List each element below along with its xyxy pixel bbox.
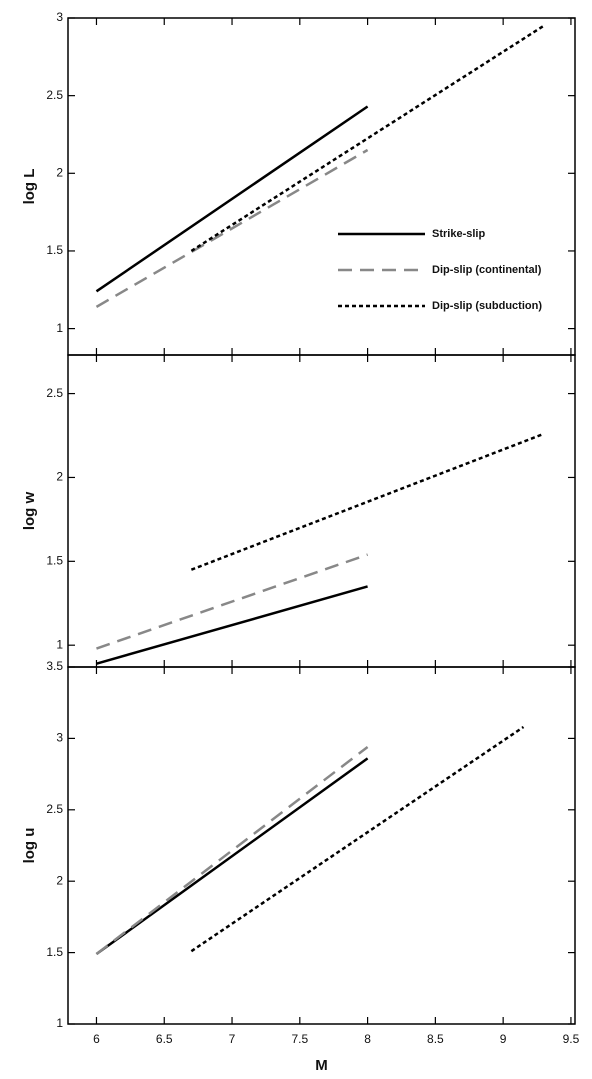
plot-frame bbox=[67, 354, 576, 668]
series-line bbox=[95, 757, 369, 956]
y-tick-label: 2.5 bbox=[46, 386, 63, 400]
series-line bbox=[96, 553, 369, 650]
plot-frame bbox=[67, 666, 576, 1025]
y-tick-label: 2 bbox=[56, 470, 63, 484]
series-line bbox=[96, 585, 368, 665]
y-tick-label: 3 bbox=[56, 10, 63, 24]
x-tick-label: 6 bbox=[93, 1032, 100, 1046]
series-line bbox=[190, 725, 525, 953]
x-axis-label: M bbox=[315, 1057, 328, 1074]
y-tick-label: 2.5 bbox=[46, 88, 63, 102]
legend-label: Dip-slip (continental) bbox=[432, 264, 542, 276]
y-tick-label: 3.5 bbox=[46, 659, 63, 673]
x-tick-label: 9.5 bbox=[563, 1032, 580, 1046]
x-tick-label: 8.5 bbox=[427, 1032, 444, 1046]
y-axis-label: log L bbox=[21, 169, 38, 205]
y-tick-label: 1 bbox=[56, 637, 63, 651]
series-line bbox=[95, 105, 369, 293]
y-tick-label: 1.5 bbox=[46, 945, 63, 959]
x-tick-label: 8 bbox=[364, 1032, 371, 1046]
x-tick-label: 7.5 bbox=[291, 1032, 308, 1046]
x-tick-label: 9 bbox=[500, 1032, 507, 1046]
legend-label: Dip-slip (subduction) bbox=[432, 300, 542, 312]
y-tick-label: 1 bbox=[56, 1016, 63, 1030]
y-tick-label: 3 bbox=[56, 731, 63, 745]
series-line bbox=[190, 432, 545, 571]
series-line bbox=[95, 148, 369, 308]
y-tick-label: 2.5 bbox=[46, 802, 63, 816]
x-tick-label: 6.5 bbox=[156, 1032, 173, 1046]
y-axis-label: log w bbox=[21, 492, 38, 531]
y-tick-label: 2 bbox=[56, 165, 63, 179]
y-tick-label: 1.5 bbox=[46, 553, 63, 567]
y-tick-label: 2 bbox=[56, 873, 63, 887]
y-axis-label: log u bbox=[21, 828, 38, 864]
y-tick-label: 1 bbox=[56, 321, 63, 335]
x-tick-label: 7 bbox=[229, 1032, 236, 1046]
legend-label: Strike-slip bbox=[432, 228, 485, 240]
y-tick-label: 1.5 bbox=[46, 243, 63, 257]
series-line bbox=[95, 745, 369, 956]
